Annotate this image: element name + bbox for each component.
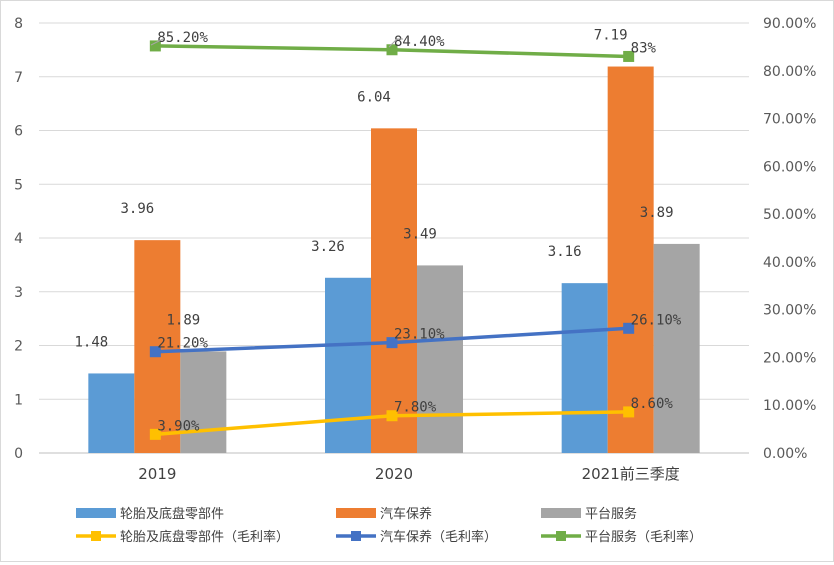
line-marker xyxy=(149,428,161,440)
label-leader-line xyxy=(150,38,164,46)
line-marker xyxy=(386,44,398,56)
left-tick-label: 4 xyxy=(14,231,23,247)
line-marker xyxy=(623,406,635,418)
bar-data-label: 7.19 xyxy=(594,28,628,44)
bar xyxy=(653,243,700,453)
legend-swatch xyxy=(541,508,581,518)
bar xyxy=(325,277,371,453)
right-tick-label: 70.00% xyxy=(763,112,816,128)
left-tick-label: 8 xyxy=(14,16,23,32)
left-axis-ticks: 0 1 2 3 4 5 6 7 8 xyxy=(14,16,23,462)
line-data-label: 7.80% xyxy=(394,400,437,416)
line-data-label: 84.40% xyxy=(394,34,445,50)
bar xyxy=(417,265,463,453)
left-tick-label: 1 xyxy=(14,392,23,408)
category-label: 2019 xyxy=(138,465,176,483)
left-tick-label: 5 xyxy=(14,177,23,193)
category-label: 2020 xyxy=(375,465,413,483)
bar-data-label: 3.49 xyxy=(403,226,437,242)
line-marker xyxy=(386,410,398,422)
bar-data-label: 1.48 xyxy=(74,334,108,350)
data-labels: 1.48 3.26 3.16 3.96 6.04 7.19 1.89 3.49 3.89 3.90… xyxy=(74,28,681,435)
bar xyxy=(607,66,654,453)
right-tick-label: 0.00% xyxy=(763,446,807,462)
bar-data-label: 3.26 xyxy=(311,239,345,255)
right-tick-label: 10.00% xyxy=(763,398,816,414)
line-data-label: 21.20% xyxy=(157,336,208,352)
left-tick-label: 0 xyxy=(14,446,23,462)
right-tick-label: 60.00% xyxy=(763,159,816,175)
line-data-label: 83% xyxy=(631,40,657,56)
line-data-label: 85.20% xyxy=(157,30,208,46)
legend-label: 轮胎及底盘零部件（毛利率） xyxy=(120,529,289,545)
legend-label: 汽车保养（毛利率） xyxy=(380,529,497,545)
bar xyxy=(561,283,608,453)
line-data-label: 26.10% xyxy=(631,312,682,328)
legend-swatch xyxy=(336,508,376,518)
lines xyxy=(149,40,635,440)
bar-data-label: 3.16 xyxy=(548,244,582,260)
right-tick-label: 20.00% xyxy=(763,350,816,366)
line-marker xyxy=(149,346,161,358)
bar xyxy=(371,128,417,453)
legend-label: 平台服务 xyxy=(585,506,637,522)
right-axis-ticks: 0.00% 10.00% 20.00% 30.00% 40.00% 50.00% 60.00… xyxy=(763,16,816,462)
bar-data-label: 3.89 xyxy=(640,205,674,221)
line-marker xyxy=(386,337,398,349)
category-labels: 2019 2020 2021前三季度 xyxy=(138,465,680,483)
bar-data-label: 1.89 xyxy=(166,312,200,328)
bars xyxy=(88,66,700,453)
left-tick-label: 3 xyxy=(14,285,23,301)
right-tick-label: 30.00% xyxy=(763,303,816,319)
legend-marker xyxy=(556,531,566,541)
category-label: 2021前三季度 xyxy=(582,465,680,483)
right-tick-label: 40.00% xyxy=(763,255,816,271)
left-tick-label: 2 xyxy=(14,339,23,355)
bar xyxy=(88,373,135,453)
line-data-label: 3.90% xyxy=(157,418,200,434)
legend-marker xyxy=(351,531,361,541)
legend-swatch xyxy=(76,508,116,518)
right-tick-label: 90.00% xyxy=(763,16,816,32)
line-marker xyxy=(623,322,635,334)
line-marker xyxy=(623,50,635,62)
legend-label: 轮胎及底盘零部件 xyxy=(120,506,224,522)
left-tick-label: 6 xyxy=(14,124,23,140)
legend-label: 汽车保养 xyxy=(380,506,432,522)
line-data-label: 23.10% xyxy=(394,327,445,343)
left-tick-label: 7 xyxy=(14,70,23,86)
right-tick-label: 80.00% xyxy=(763,64,816,80)
legend-marker xyxy=(91,531,101,541)
line-marker xyxy=(149,40,161,52)
right-tick-label: 50.00% xyxy=(763,207,816,223)
bar-data-label: 3.96 xyxy=(120,201,154,217)
legend-label: 平台服务（毛利率） xyxy=(585,529,702,545)
line-data-label: 8.60% xyxy=(631,396,674,412)
bar xyxy=(180,351,227,453)
label-leader-line xyxy=(388,38,403,48)
bar-data-label: 6.04 xyxy=(357,89,391,105)
